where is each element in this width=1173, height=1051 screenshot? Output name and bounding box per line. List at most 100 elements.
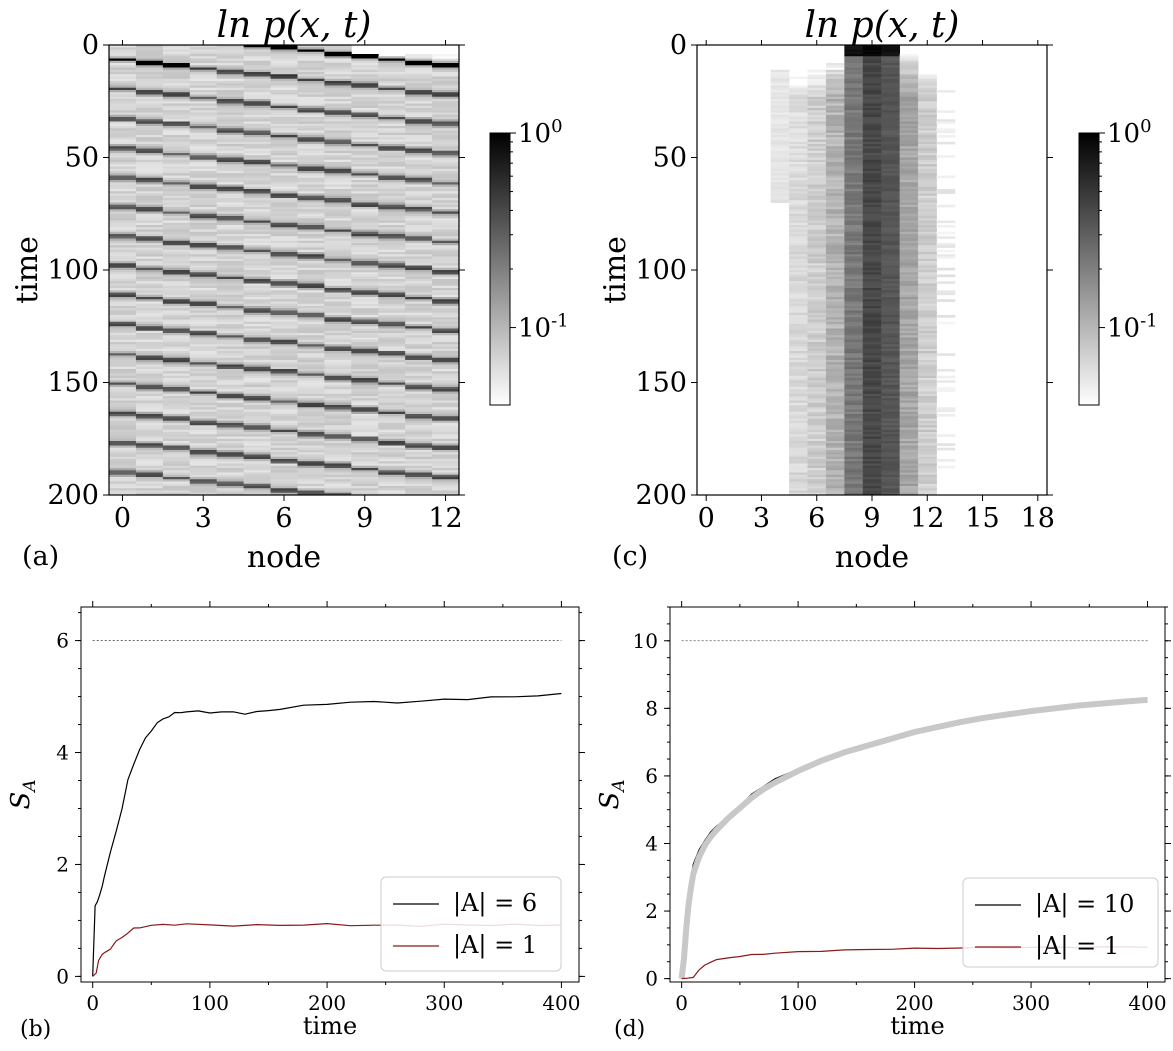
heatmap-cell <box>899 445 919 449</box>
heatmap-cell <box>135 90 164 93</box>
heatmap-cell <box>862 198 882 201</box>
heatmap-cell <box>825 283 845 287</box>
heatmap-cell <box>109 243 137 246</box>
heatmap-cell <box>297 65 325 68</box>
heatmap-cell <box>351 402 379 406</box>
heatmap-cell <box>216 148 245 152</box>
heatmap-cell <box>135 366 164 370</box>
heatmap-cell <box>297 348 325 352</box>
heatmap-cell <box>862 488 882 491</box>
heatmap-cell <box>899 396 919 399</box>
heatmap-cell <box>899 283 919 287</box>
heatmap-cell <box>881 441 901 444</box>
heatmap-cell <box>899 418 919 422</box>
heatmap-cell <box>378 150 406 154</box>
heatmap-cell <box>405 261 433 264</box>
heatmap-cell <box>918 146 937 149</box>
heatmap-cell <box>405 342 433 345</box>
heatmap-cell <box>405 443 433 446</box>
heatmap-cell <box>899 357 919 361</box>
x-tick-label: 3 <box>195 503 212 534</box>
heatmap-cell <box>862 389 882 392</box>
heatmap-cell <box>807 353 827 356</box>
heatmap-cell <box>432 400 460 404</box>
heatmap-cell <box>135 369 164 372</box>
heatmap-cell <box>109 398 137 401</box>
heatmap-cell <box>432 472 460 476</box>
heatmap-cell <box>243 425 271 428</box>
heatmap-cell <box>109 195 137 199</box>
heatmap-cell <box>135 461 164 464</box>
heatmap-cell <box>189 191 218 194</box>
heatmap-cell <box>270 346 298 350</box>
heatmap-cell <box>270 94 298 98</box>
heatmap-cell <box>270 51 298 55</box>
heatmap-cell <box>189 166 218 170</box>
heatmap-cell <box>162 139 191 143</box>
heatmap-cell <box>297 294 325 298</box>
heatmap-cell <box>189 247 218 251</box>
heatmap-cell <box>881 454 901 458</box>
heatmap-cell <box>216 324 245 327</box>
heatmap-cell <box>216 470 245 473</box>
heatmap-cell <box>844 380 864 383</box>
heatmap-cell <box>918 339 937 343</box>
heatmap-cell <box>405 60 433 64</box>
heatmap-cell <box>862 486 882 489</box>
heatmap-cell <box>351 159 379 163</box>
heatmap-cell <box>270 414 298 417</box>
heatmap-cell <box>297 99 325 102</box>
heatmap-cell <box>243 164 271 167</box>
heatmap-cell <box>351 243 379 246</box>
heatmap-cell <box>243 51 271 55</box>
x-axis-label: time <box>303 1012 357 1040</box>
heatmap-cell <box>432 373 460 377</box>
heatmap-cell <box>162 240 191 244</box>
heatmap-cell <box>807 310 827 314</box>
heatmap-cell <box>807 74 827 77</box>
heatmap-cell <box>189 366 218 370</box>
heatmap-cell <box>432 375 460 379</box>
heatmap-cell <box>243 310 271 314</box>
heatmap-cell <box>844 114 864 118</box>
heatmap-cell <box>432 279 460 282</box>
heatmap-cell <box>899 202 919 206</box>
heatmap-cell <box>825 119 845 122</box>
heatmap-cell <box>162 234 191 237</box>
heatmap-cell <box>789 409 808 413</box>
heatmap-cell <box>844 247 864 251</box>
heatmap-cell <box>405 450 433 453</box>
heatmap-cell <box>844 261 864 264</box>
heatmap-cell <box>351 456 379 460</box>
heatmap-cell <box>189 353 218 356</box>
heatmap-cell <box>432 54 460 57</box>
heatmap-cell <box>825 225 845 228</box>
heatmap-cell <box>351 420 379 424</box>
heatmap-cell <box>807 348 827 352</box>
heatmap-cell <box>243 468 271 471</box>
heatmap-cell <box>432 391 460 395</box>
heatmap-cell <box>351 240 379 244</box>
heatmap-cell <box>243 90 271 93</box>
heatmap-cell <box>135 310 164 314</box>
heatmap-cell <box>351 303 379 307</box>
heatmap-cell <box>899 69 919 73</box>
heatmap-cell <box>405 85 433 89</box>
heatmap-cell <box>216 234 245 237</box>
heatmap-cell <box>844 238 864 242</box>
heatmap-cell <box>351 279 379 282</box>
heatmap-cell <box>189 405 218 408</box>
y-tick-label: 50 <box>65 143 99 174</box>
heatmap-cell <box>297 263 325 266</box>
heatmap-cell <box>135 486 164 489</box>
heatmap-cell <box>807 279 827 282</box>
heatmap-cell <box>351 123 379 127</box>
heatmap-cell <box>324 330 352 334</box>
y-tick-label: 2 <box>56 852 69 876</box>
heatmap-cell <box>378 164 406 167</box>
heatmap-cell <box>270 310 298 314</box>
heatmap-cell <box>216 326 245 329</box>
heatmap-cell <box>270 364 298 368</box>
heatmap-cell <box>432 76 460 80</box>
